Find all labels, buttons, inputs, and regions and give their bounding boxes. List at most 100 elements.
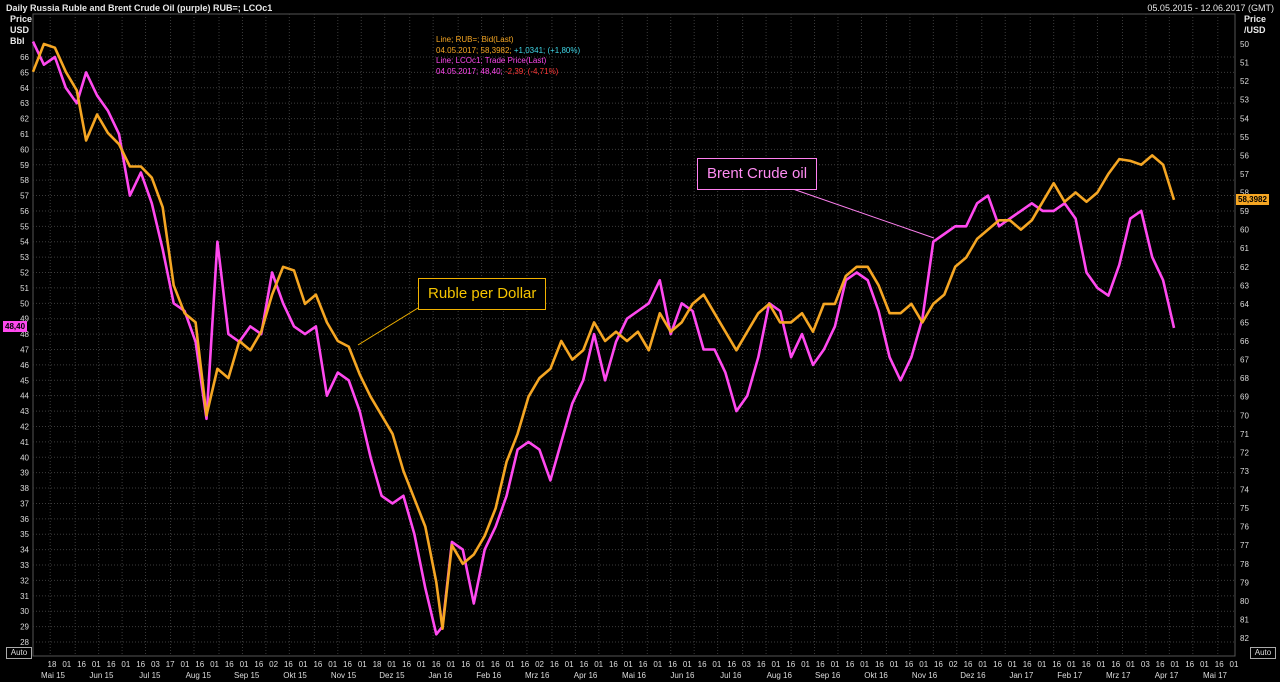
left-tick-label: 38 (20, 484, 29, 493)
x-day-label: 16 (727, 660, 736, 669)
x-day-label: 18 (48, 660, 57, 669)
left-tick-label: 35 (20, 530, 29, 539)
left-auto-scale-button[interactable]: Auto (6, 647, 32, 659)
right-auto-scale-button[interactable]: Auto (1250, 647, 1276, 659)
x-day-label: 16 (904, 660, 913, 669)
left-tick-label: 44 (20, 392, 29, 401)
x-month-label: Sep 16 (815, 671, 841, 680)
x-day-label: 16 (1215, 660, 1224, 669)
left-axis-label-line: Price (10, 14, 33, 24)
x-day-label: 16 (77, 660, 86, 669)
x-day-label: 01 (92, 660, 101, 669)
legend: Line; RUB=; Bid(Last) 04.05.2017; 58,398… (436, 35, 580, 77)
right-tick-label: 63 (1240, 281, 1249, 290)
x-day-label: 03 (151, 660, 160, 669)
x-day-label: 01 (594, 660, 603, 669)
right-tick-label: 52 (1240, 77, 1249, 86)
left-tick-label: 51 (20, 284, 29, 293)
x-day-label: 01 (978, 660, 987, 669)
right-tick-label: 68 (1240, 374, 1249, 383)
x-day-label: 16 (579, 660, 588, 669)
left-axis-label: Price USD Bbl (10, 14, 32, 47)
x-day-label: 17 (166, 660, 175, 669)
left-tick-label: 49 (20, 315, 29, 324)
left-axis-label-line: USD (10, 25, 30, 35)
left-tick-label: 62 (20, 115, 29, 124)
right-tick-label: 62 (1240, 263, 1249, 272)
x-day-label: 16 (875, 660, 884, 669)
right-tick-label: 64 (1240, 300, 1249, 309)
left-tick-label: 40 (20, 453, 29, 462)
x-day-label: 16 (1111, 660, 1120, 669)
x-month-label: Aug 15 (186, 671, 212, 680)
left-tick-label: 56 (20, 207, 29, 216)
left-axis-label-line: Bbl (10, 36, 25, 46)
right-tick-label: 79 (1240, 578, 1249, 587)
x-day-label: 01 (653, 660, 662, 669)
left-tick-label: 43 (20, 407, 29, 416)
right-tick-label: 77 (1240, 541, 1249, 550)
x-day-label: 16 (1052, 660, 1061, 669)
right-tick-label: 76 (1240, 523, 1249, 532)
right-tick-label: 65 (1240, 318, 1249, 327)
x-day-label: 16 (639, 660, 648, 669)
right-tick-label: 80 (1240, 597, 1249, 606)
right-axis-label-line: /USD (1243, 25, 1266, 35)
legend-brent-name: Line; LCOc1; Trade Price(Last) (436, 56, 547, 65)
legend-ruble-value: 58,3982; (480, 45, 512, 55)
x-day-label: 16 (1185, 660, 1194, 669)
x-month-label: Mai 17 (1203, 671, 1228, 680)
x-day-label: 01 (1230, 660, 1239, 669)
x-day-label: 01 (181, 660, 190, 669)
x-day-label: 03 (1141, 660, 1150, 669)
x-day-label: 01 (565, 660, 574, 669)
right-tick-label: 75 (1240, 504, 1249, 513)
chart-title: Daily Russia Ruble and Brent Crude Oil (… (6, 3, 273, 13)
right-tick-label: 70 (1240, 411, 1249, 420)
x-day-label: 01 (772, 660, 781, 669)
right-tick-label: 82 (1240, 634, 1249, 643)
left-tick-label: 28 (20, 638, 29, 647)
x-day-label: 16 (1156, 660, 1165, 669)
x-day-label: 02 (949, 660, 958, 669)
x-month-label: Okt 15 (283, 671, 307, 680)
right-tick-label: 66 (1240, 337, 1249, 346)
right-axis-label-line: Price (1243, 14, 1266, 24)
left-tick-label: 33 (20, 561, 29, 570)
brent-line (31, 41, 1176, 636)
x-day-label: 18 (373, 660, 382, 669)
x-month-label: Feb 17 (1057, 671, 1082, 680)
right-tick-label: 56 (1240, 151, 1249, 160)
right-tick-label: 58 (1240, 189, 1249, 198)
left-tick-label: 59 (20, 161, 29, 170)
x-day-label: 16 (609, 660, 618, 669)
x-day-label: 01 (417, 660, 426, 669)
left-tick-label: 31 (20, 592, 29, 601)
left-tick-label: 34 (20, 546, 29, 555)
right-tick-label: 74 (1240, 486, 1249, 495)
right-tick-label: 73 (1240, 467, 1249, 476)
right-tick-label: 55 (1240, 133, 1249, 142)
x-day-label: 16 (313, 660, 322, 669)
left-tick-label: 41 (20, 438, 29, 447)
x-day-label: 16 (1082, 660, 1091, 669)
x-day-label: 01 (860, 660, 869, 669)
left-tick-label: 61 (20, 130, 29, 139)
x-day-label: 01 (299, 660, 308, 669)
left-tick-label: 47 (20, 346, 29, 355)
right-tick-label: 78 (1240, 560, 1249, 569)
x-day-label: 01 (210, 660, 219, 669)
right-tick-label: 69 (1240, 393, 1249, 402)
left-tick-label: 55 (20, 222, 29, 231)
x-month-label: Nov 16 (912, 671, 938, 680)
legend-ruble-change: +1,0341; (+1,80%) (513, 45, 581, 55)
x-month-label: Jul 15 (139, 671, 161, 680)
ruble-leader-line (357, 307, 419, 346)
legend-brent-date: 04.05.2017; (436, 66, 479, 76)
x-day-label: 01 (624, 660, 633, 669)
x-day-label: 16 (964, 660, 973, 669)
left-tick-label: 64 (20, 84, 29, 93)
x-month-label: Apr 17 (1155, 671, 1179, 680)
x-day-label: 16 (520, 660, 529, 669)
